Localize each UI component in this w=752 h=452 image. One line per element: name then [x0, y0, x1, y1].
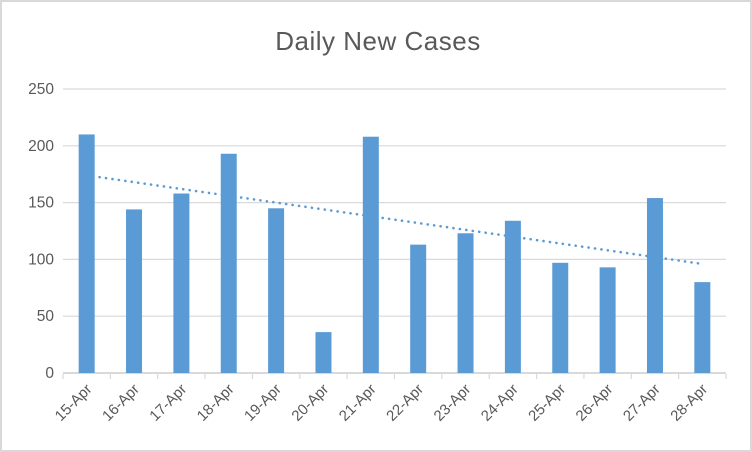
x-axis-tick-label: 17-Apr — [146, 381, 190, 425]
x-axis-tick-label: 15-Apr — [52, 381, 96, 425]
bar-15-Apr — [78, 134, 95, 373]
bar-27-Apr — [646, 198, 663, 373]
bar-17-Apr — [173, 193, 190, 373]
x-axis-tick-label: 22-Apr — [383, 381, 427, 425]
x-axis-tick-label: 27-Apr — [620, 381, 664, 425]
bar-21-Apr — [362, 136, 379, 373]
bar-19-Apr — [268, 208, 285, 373]
x-axis-tick-label: 25-Apr — [525, 381, 569, 425]
x-axis-tick-label: 28-Apr — [667, 381, 711, 425]
bar-23-Apr — [457, 233, 474, 373]
trendline — [85, 174, 704, 266]
bar-25-Apr — [552, 262, 569, 373]
y-axis-tick-label: 250 — [28, 81, 54, 98]
bar-18-Apr — [220, 153, 237, 373]
y-axis-tick-label: 150 — [28, 195, 54, 212]
x-axis-tick-label: 19-Apr — [241, 381, 285, 425]
x-axis-tick-label: 24-Apr — [478, 381, 522, 425]
y-axis-tick-label: 200 — [28, 138, 54, 155]
bar-24-Apr — [504, 220, 521, 373]
x-axis-tick-label: 23-Apr — [431, 381, 475, 425]
bar-16-Apr — [126, 209, 143, 373]
y-axis-tick-label: 50 — [37, 308, 55, 325]
bar-28-Apr — [694, 282, 711, 373]
bar-22-Apr — [410, 244, 427, 373]
x-axis-tick-label: 21-Apr — [336, 381, 380, 425]
bar-26-Apr — [599, 267, 616, 373]
x-axis-tick-label: 26-Apr — [573, 381, 617, 425]
bar-20-Apr — [315, 332, 332, 373]
x-axis-tick-label: 18-Apr — [194, 381, 238, 425]
y-axis-tick-label: 0 — [45, 365, 54, 382]
y-axis-tick-label: 100 — [28, 251, 54, 268]
chart-title: Daily New Cases — [275, 26, 481, 56]
x-axis-tick-label: 20-Apr — [288, 381, 332, 425]
x-axis-tick-label: 16-Apr — [99, 381, 143, 425]
